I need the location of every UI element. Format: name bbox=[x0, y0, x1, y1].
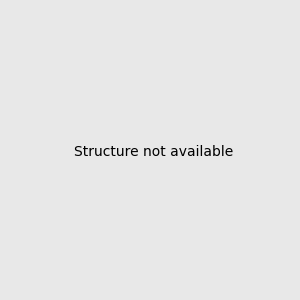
Text: Structure not available: Structure not available bbox=[74, 145, 233, 158]
